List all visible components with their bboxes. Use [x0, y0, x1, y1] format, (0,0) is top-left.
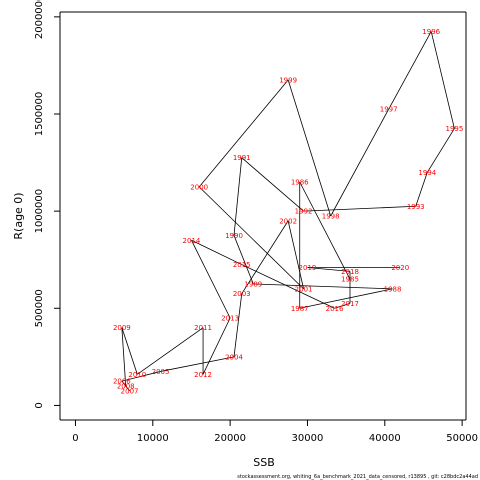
year-label-2011: 2011 — [194, 324, 212, 332]
trajectory-segment-2016-2017 — [334, 303, 351, 309]
trajectory-segment-1998-1999 — [287, 79, 332, 217]
trajectory-segment-1991-1992 — [241, 157, 304, 212]
year-label-1989: 1989 — [244, 281, 262, 289]
year-label-2016: 2016 — [326, 305, 344, 313]
year-label-2001: 2001 — [295, 285, 313, 293]
year-label-2005: 2005 — [152, 368, 170, 376]
x-tick-label: 0 — [72, 433, 78, 444]
year-label-2013: 2013 — [221, 315, 239, 323]
year-label-1986: 1986 — [291, 179, 309, 187]
y-axis: 0 500000 1000000 1500000 2000000 — [34, 0, 60, 409]
year-label-2010: 2010 — [128, 371, 146, 379]
trajectory-segment-2005-2006 — [121, 371, 161, 382]
x-tick-label: 40000 — [369, 433, 401, 444]
trajectory-segment-2002-2003 — [241, 220, 289, 294]
trajectory-segment-1985-1986 — [299, 181, 351, 280]
trajectory-segment-1995-1996 — [430, 31, 455, 129]
trajectory-lines — [121, 31, 455, 392]
year-labels: 1985 1986 1987 1988 1989 1990 1991 1992 1993 1994… — [113, 28, 463, 395]
plot-frame — [59, 11, 467, 421]
year-label-2004: 2004 — [225, 353, 243, 361]
year-label-1999: 1999 — [279, 77, 297, 85]
trajectory-segment-1987-1988 — [299, 288, 393, 309]
year-label-2003: 2003 — [233, 290, 251, 298]
trajectory-segment-1994-1995 — [426, 128, 455, 173]
year-label-1991: 1991 — [233, 154, 251, 162]
year-label-2015: 2015 — [233, 261, 251, 269]
trajectory-segment-1996-1997 — [388, 31, 432, 110]
y-tick-label: 2000000 — [34, 0, 45, 39]
year-label-2000: 2000 — [190, 183, 208, 191]
trajectory-segment-2001-2002 — [287, 220, 304, 289]
year-label-2017: 2017 — [341, 300, 359, 308]
y-tick-label: 1500000 — [34, 92, 45, 137]
trajectory-segment-1997-1998 — [330, 108, 390, 217]
x-axis-title: SSB — [253, 456, 275, 469]
year-label-1988: 1988 — [384, 285, 402, 293]
trajectory-segment-2012-2013 — [202, 317, 231, 375]
year-label-2006: 2006 — [113, 378, 131, 386]
trajectory-segment-2004-2005 — [160, 356, 235, 372]
year-label-2019: 2019 — [299, 264, 317, 272]
trajectory-segment-2000-2001 — [198, 186, 304, 290]
trajectory-segment-2014-2015 — [191, 239, 242, 265]
year-label-1993: 1993 — [407, 203, 425, 211]
year-label-2002: 2002 — [279, 217, 297, 225]
x-tick-label: 10000 — [137, 433, 169, 444]
trajectory-segment-1993-1994 — [415, 172, 428, 207]
trajectory-segment-1999-2000 — [198, 79, 289, 188]
trajectory-segment-2010-2011 — [137, 327, 204, 375]
year-label-2014: 2014 — [183, 237, 201, 245]
trajectory-segment-2009-2010 — [121, 327, 138, 375]
trajectory-segment-2018-2019 — [307, 267, 351, 272]
x-tick-label: 50000 — [446, 433, 478, 444]
y-axis-title: R(age 0) — [12, 192, 25, 239]
year-label-1997: 1997 — [380, 106, 398, 114]
y-tick-label: 0 — [34, 402, 45, 408]
year-label-1995: 1995 — [445, 125, 463, 133]
x-tick-label: 30000 — [292, 433, 324, 444]
footer-caption: stockassessment.org, whiting_6a_benchmar… — [237, 474, 478, 480]
trajectory-segment-2013-2014 — [191, 240, 231, 319]
trajectory-segment-2008-2009 — [121, 327, 127, 387]
year-label-2008: 2008 — [117, 383, 135, 391]
x-axis: 0 10000 20000 30000 40000 50000 — [72, 420, 478, 444]
year-label-2012: 2012 — [194, 371, 212, 379]
trajectory-segment-1992-1993 — [303, 205, 416, 212]
trajectory-segment-1989-1990 — [233, 235, 254, 285]
trajectory-segment-1990-1991 — [233, 157, 243, 236]
year-label-2007: 2007 — [121, 387, 139, 395]
year-label-1992: 1992 — [295, 208, 313, 216]
year-label-1990: 1990 — [225, 232, 243, 240]
year-label-1996: 1996 — [422, 28, 440, 36]
trajectory-segment-2007-2008 — [125, 385, 130, 392]
y-tick-label: 500000 — [34, 289, 45, 327]
trajectory-segment-2003-2004 — [233, 293, 243, 357]
year-label-1987: 1987 — [291, 305, 309, 313]
trajectory-segment-1988-1989 — [253, 283, 393, 290]
year-label-2009: 2009 — [113, 324, 131, 332]
x-tick-label: 20000 — [214, 433, 246, 444]
year-label-1998: 1998 — [322, 213, 340, 221]
year-label-2018: 2018 — [341, 268, 359, 276]
trajectory-segment-2015-2016 — [241, 264, 335, 309]
year-label-1994: 1994 — [418, 169, 436, 177]
year-label-1985: 1985 — [341, 276, 359, 284]
year-label-2020: 2020 — [391, 264, 409, 272]
y-tick-label: 1000000 — [34, 189, 45, 234]
